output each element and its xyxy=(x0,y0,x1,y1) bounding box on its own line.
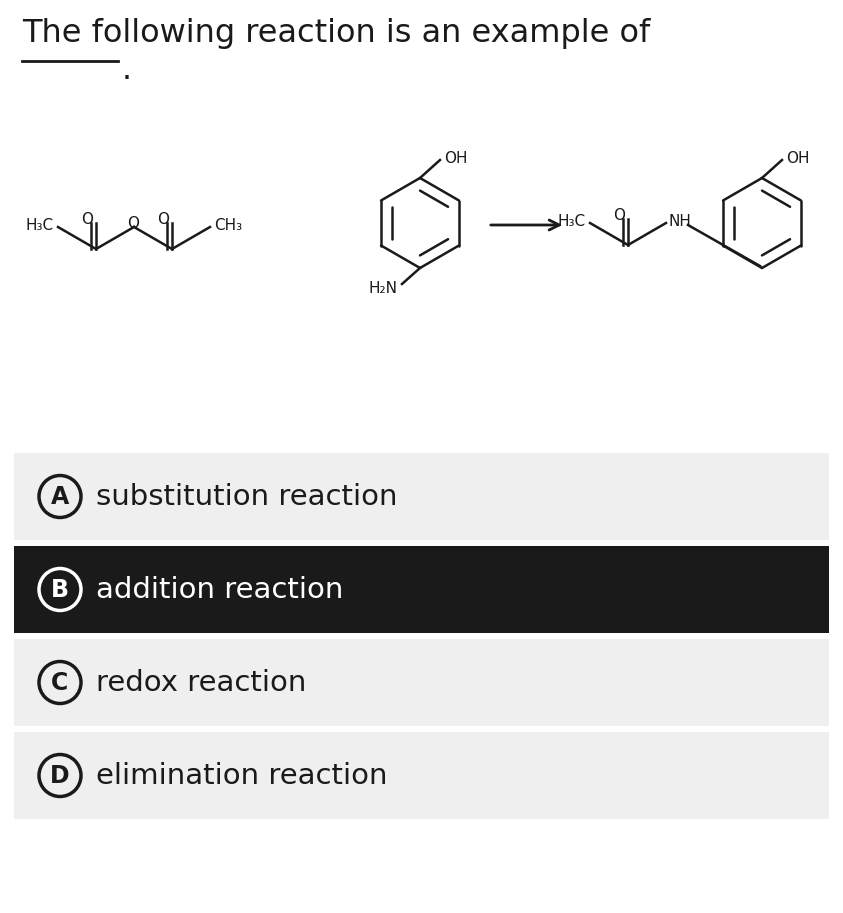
Text: O: O xyxy=(613,207,625,223)
Text: CH₃: CH₃ xyxy=(214,217,242,233)
Text: The following reaction is an example of: The following reaction is an example of xyxy=(22,18,650,49)
Text: H₃C: H₃C xyxy=(26,217,54,233)
Text: redox reaction: redox reaction xyxy=(96,668,306,697)
Text: O: O xyxy=(157,212,169,226)
Text: A: A xyxy=(51,485,69,509)
Bar xyxy=(14,639,829,726)
Text: .: . xyxy=(122,55,132,86)
Text: H₂N: H₂N xyxy=(369,280,398,296)
Text: D: D xyxy=(51,763,70,788)
Text: B: B xyxy=(51,578,69,602)
Text: O: O xyxy=(127,215,139,230)
Text: substitution reaction: substitution reaction xyxy=(96,482,398,510)
Text: addition reaction: addition reaction xyxy=(96,575,343,603)
Text: OH: OH xyxy=(444,151,468,165)
Bar xyxy=(14,546,829,633)
Bar xyxy=(14,732,829,819)
Text: OH: OH xyxy=(786,151,809,165)
Text: NH: NH xyxy=(669,214,692,228)
Text: C: C xyxy=(51,670,68,695)
Text: O: O xyxy=(81,212,93,226)
Bar xyxy=(14,453,829,540)
Text: H₃C: H₃C xyxy=(558,214,586,228)
Text: elimination reaction: elimination reaction xyxy=(96,761,388,790)
